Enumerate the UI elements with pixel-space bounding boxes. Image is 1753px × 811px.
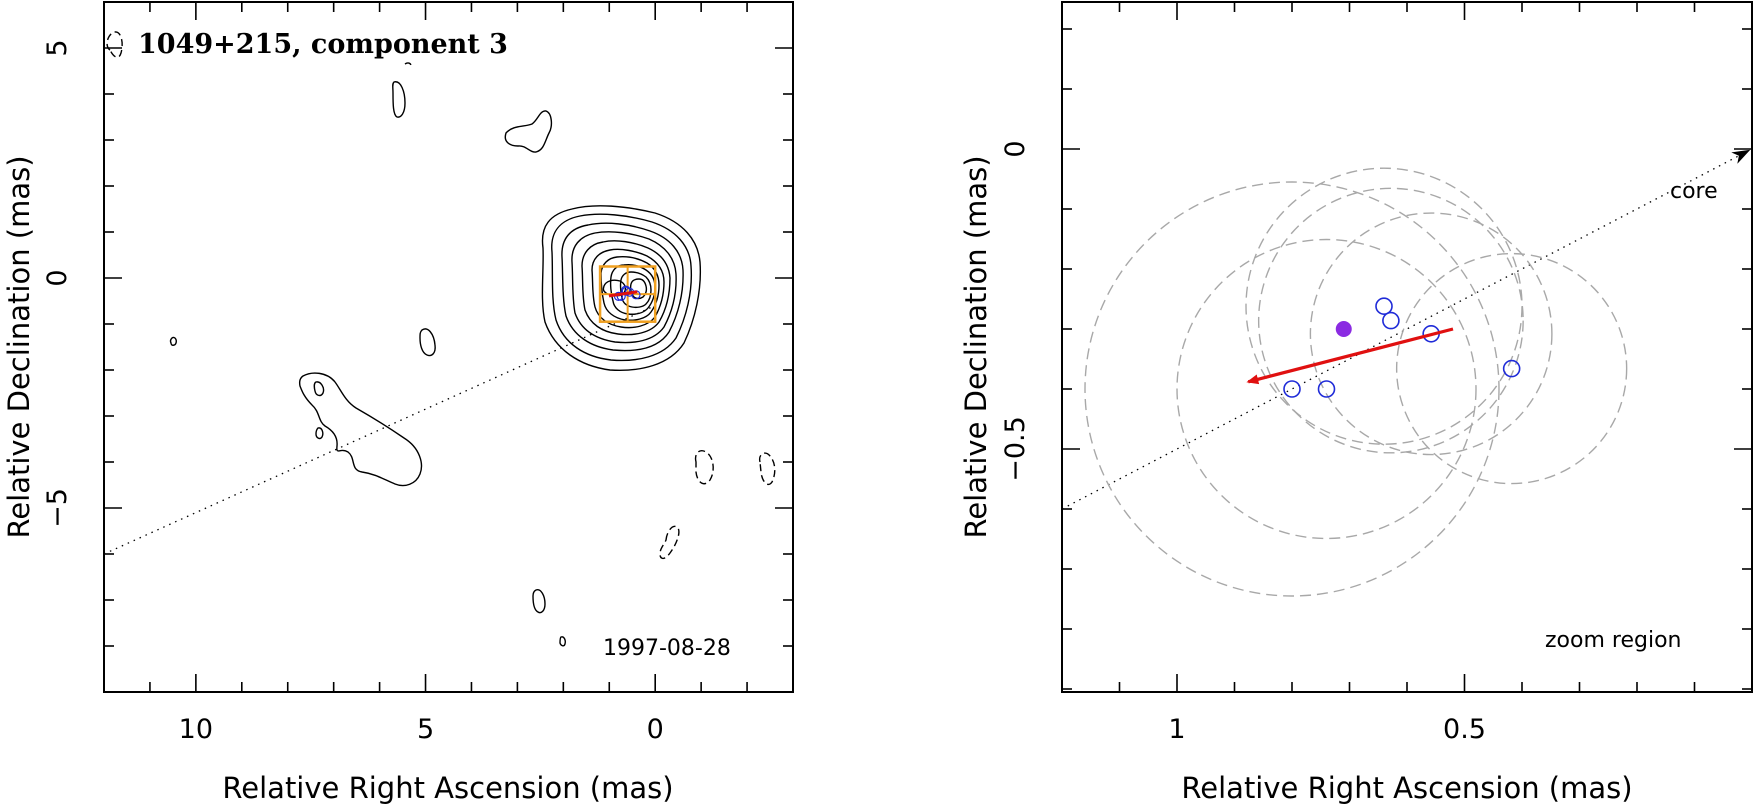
model-position-marker: [1283, 380, 1301, 398]
error-circle: [1309, 212, 1553, 456]
model-position-marker: [1382, 311, 1400, 330]
right-x-tick-label: 1: [1168, 714, 1185, 745]
right-panel: 1 0.5 0 −0.5 core zoom region Relative Righ…: [959, 1, 1753, 805]
contour-island-4: [169, 336, 177, 346]
error-circle: [1395, 252, 1628, 485]
right-x-tick-label: 0.5: [1443, 714, 1486, 745]
right-y-axis-label: Relative Declination (mas): [959, 155, 993, 538]
model-position-markers: [1283, 297, 1521, 398]
right-x-axis-label: Relative Right Ascension (mas): [1181, 771, 1632, 805]
left-plot-frame: [103, 1, 794, 693]
left-x-tick-label: 5: [417, 714, 434, 745]
model-position-marker: [1502, 359, 1521, 378]
core-label: core: [1670, 179, 1718, 204]
right-plot-frame: [1061, 1, 1753, 693]
negative-contour-2: [694, 450, 714, 485]
right-tick-labels: 1 0.5 0 −0.5: [1000, 140, 1486, 745]
left-mini-markers: [608, 285, 641, 301]
contour-island-7: [315, 427, 324, 440]
left-motion-vector: [608, 290, 638, 298]
negative-contour-1: [106, 31, 123, 58]
left-date-annotation: 1997-08-28: [603, 636, 731, 661]
right-ridge-line: [1061, 149, 1751, 510]
contour-level-5: [581, 240, 671, 336]
motion-vector-arrow: [1246, 327, 1454, 385]
contour-level-6: [591, 248, 665, 329]
left-x-tick-label: 10: [179, 714, 213, 745]
contour-level-10: [629, 278, 648, 300]
left-x-tick-label: 0: [647, 714, 664, 745]
contour-level-3: [561, 222, 684, 352]
left-model-position-marker: [616, 291, 626, 301]
source-contours: [106, 31, 776, 647]
left-ridge-line: [103, 305, 656, 555]
negative-contour-5: [404, 62, 412, 67]
contour-level-7: [600, 256, 660, 321]
contour-island-9: [559, 636, 566, 647]
contour-island-8: [532, 589, 546, 614]
contour-level-8: [609, 264, 656, 315]
error-circle: [1257, 187, 1524, 454]
zoom-region-annotation: zoom region: [1545, 628, 1681, 653]
contour-island-5: [298, 372, 423, 487]
right-ticks: [1061, 2, 1753, 692]
left-y-tick-label: 5: [42, 39, 73, 56]
contour-island-1: [392, 81, 406, 118]
model-position-marker: [1317, 380, 1336, 398]
right-y-tick-label: −0.5: [1000, 416, 1031, 482]
contour-level-1: [541, 205, 702, 372]
left-y-tick-label: −5: [42, 488, 73, 528]
contour-island-6: [313, 381, 325, 397]
negative-contour-3: [758, 452, 776, 486]
contour-island-3: [419, 328, 436, 357]
contour-level-2: [551, 213, 693, 362]
error-circle: [1176, 238, 1477, 540]
model-position-marker: [1375, 297, 1393, 316]
left-y-axis-label: Relative Declination (mas): [2, 155, 36, 538]
left-panel: 10 5 0 5 0 −5: [2, 1, 794, 805]
negative-contour-4: [659, 525, 680, 560]
mean-position-marker: [1335, 321, 1352, 337]
left-ticks: [103, 1, 794, 693]
right-y-tick-label: 0: [1000, 140, 1031, 157]
contour-level-9: [619, 271, 652, 309]
left-tick-labels: 10 5 0 5 0 −5: [42, 39, 664, 745]
error-circle: [1084, 181, 1500, 597]
left-x-axis-label: Relative Right Ascension (mas): [222, 771, 673, 805]
contour-island-2: [504, 110, 553, 153]
left-y-tick-label: 0: [42, 269, 73, 286]
error-circles: [1084, 167, 1628, 597]
left-title: 1049+215, component 3: [138, 29, 508, 60]
contour-level-4: [571, 231, 677, 344]
